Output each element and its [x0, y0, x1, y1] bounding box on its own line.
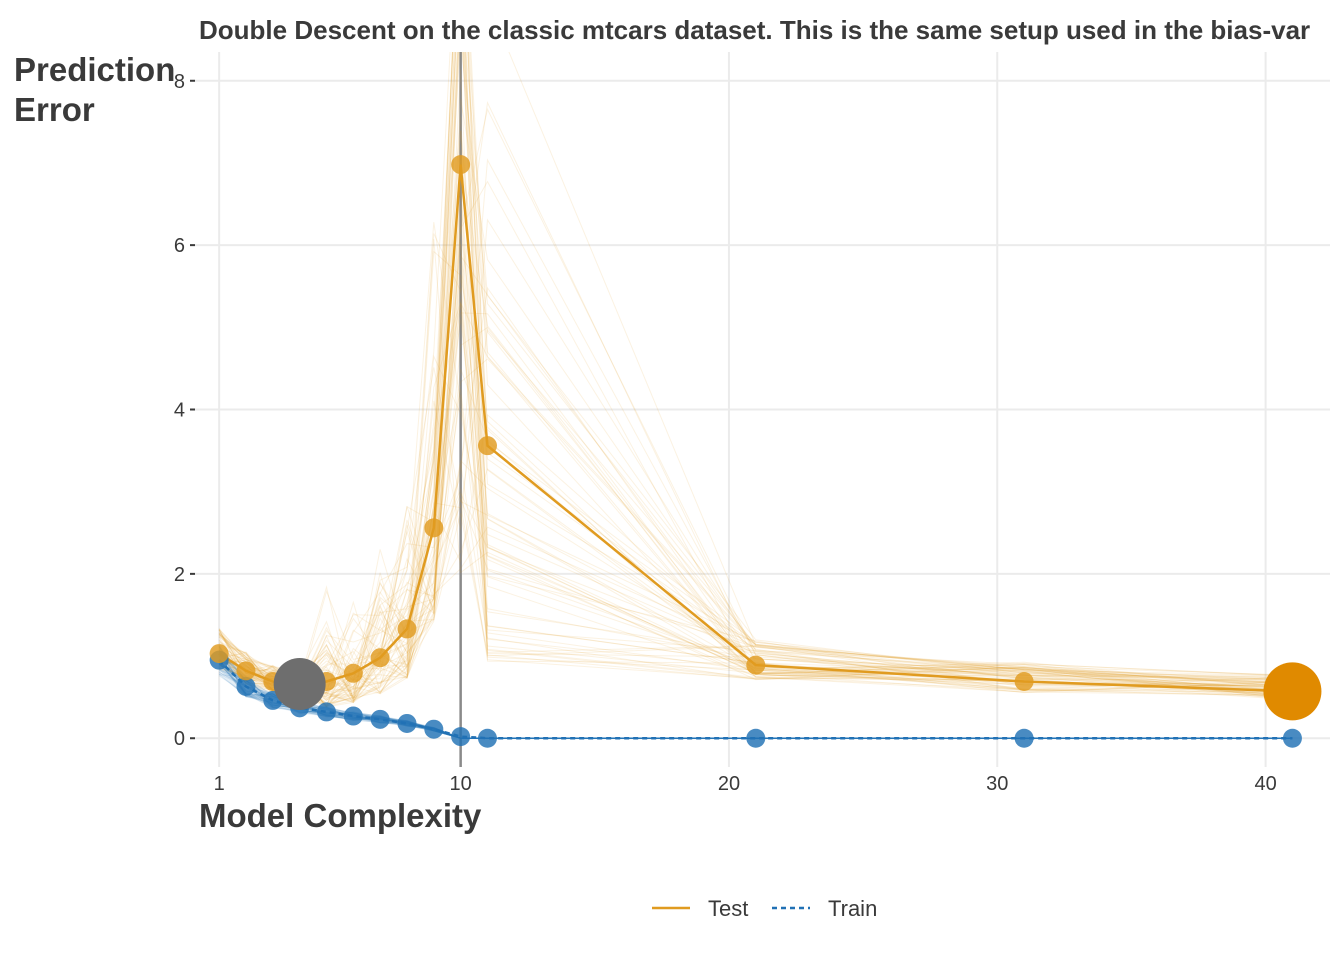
y-axis-title-line-2: Error [14, 91, 95, 128]
test-point [236, 661, 256, 681]
y-tick-label: 2 [174, 564, 185, 586]
train-point [1014, 728, 1034, 748]
train-point [746, 728, 766, 748]
train-optimum-marker [273, 657, 326, 710]
y-tick-label: 6 [174, 235, 185, 257]
test-bootstrap-line [218, 286, 1293, 698]
test-point [1014, 672, 1034, 692]
test-bootstrap-line [218, 52, 1293, 691]
test-point [477, 436, 497, 456]
test-bootstrap-line [218, 244, 1293, 702]
x-tick-label: 30 [986, 773, 1008, 795]
test-point [370, 648, 390, 668]
test-point [424, 518, 444, 538]
test-bootstrap-line [218, 287, 1293, 700]
train-point [451, 727, 471, 747]
y-axis-title: Prediction Error [14, 51, 185, 128]
x-tick-label: 20 [718, 773, 740, 795]
chart-title: Double Descent on the classic mtcars dat… [199, 15, 1310, 45]
data-points [209, 155, 1322, 748]
train-point [424, 719, 444, 739]
test-bootstrap-line [218, 52, 1293, 695]
test-bootstrap-line [218, 184, 1293, 694]
train-point [397, 713, 417, 733]
test-bootstrap-line [218, 52, 1293, 702]
test-bootstrap-line [218, 150, 1293, 694]
test-bootstrap-line [218, 218, 1293, 694]
train-point [1282, 728, 1302, 748]
y-tick-label: 0 [174, 728, 185, 750]
test-point [343, 663, 363, 683]
bootstrap-lines [218, 52, 1293, 739]
test-bootstrap-line [218, 263, 1293, 694]
legend: Test Train [652, 896, 877, 921]
test-bootstrap-line [218, 160, 1293, 708]
x-tick-label: 40 [1254, 773, 1276, 795]
train-point [316, 702, 336, 722]
test-bootstrap-line [218, 52, 1293, 702]
test-legend-label: Test [708, 896, 748, 921]
y-tick-label: 8 [174, 71, 185, 93]
test-bootstrap-line [218, 250, 1293, 707]
test-point [209, 644, 229, 664]
test-bootstrap-line [218, 254, 1293, 696]
test-bootstrap-line [218, 52, 1293, 705]
x-tick-label: 1 [214, 773, 225, 795]
train-legend-label: Train [828, 896, 877, 921]
test-bootstrap-line [218, 117, 1293, 690]
test-point [746, 655, 766, 675]
test-bootstrap-line [219, 302, 1293, 695]
grid [195, 52, 1330, 767]
train-point [370, 709, 390, 729]
y-tick-label: 4 [174, 400, 185, 422]
test-bootstrap-line [218, 52, 1293, 701]
test-final-marker [1263, 662, 1322, 721]
test-bootstrap-line [218, 238, 1293, 707]
test-bootstrap-line [218, 107, 1293, 708]
y-axis-title-line-1: Prediction [14, 51, 175, 88]
test-bootstrap-line [218, 216, 1293, 706]
test-point [451, 155, 471, 175]
test-bootstrap-line [218, 52, 1293, 701]
test-point [397, 619, 417, 639]
x-axis-title: Model Complexity [199, 797, 482, 834]
test-bootstrap-line [218, 180, 1293, 697]
train-point [343, 706, 363, 726]
test-bootstrap-line [218, 52, 1293, 708]
test-bootstrap-line [218, 222, 1293, 707]
x-tick-label: 10 [450, 773, 472, 795]
train-point [236, 676, 256, 696]
test-bootstrap-line [218, 240, 1293, 692]
axes: 0 2 4 6 8 1 10 20 30 40 [174, 71, 1277, 795]
train-point [477, 728, 497, 748]
test-bootstrap-line [218, 52, 1293, 695]
test-bootstrap-line [218, 52, 1293, 699]
